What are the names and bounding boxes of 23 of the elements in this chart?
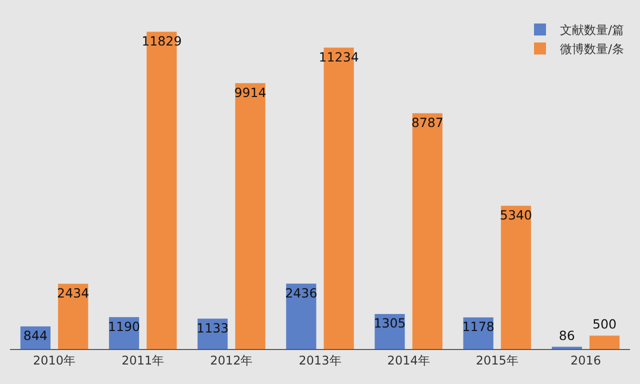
x-tick-label: 2013年: [298, 353, 342, 368]
legend-label: 文献数量/篇: [560, 23, 624, 38]
x-tick-label: 2010年: [33, 353, 76, 368]
data-label: 8787: [411, 114, 444, 130]
data-label: 500: [592, 316, 617, 332]
x-tick-label: 2014年: [387, 353, 430, 368]
legend-label: 微博数量/条: [560, 42, 624, 56]
data-label: 844: [23, 328, 48, 344]
x-tick-label: 2012年: [210, 353, 253, 368]
bar: [500, 206, 532, 349]
data-label: 2436: [285, 285, 318, 300]
bar: [286, 284, 316, 349]
bar: [235, 83, 266, 349]
bar: [412, 113, 442, 349]
data-label: 86: [558, 328, 575, 343]
data-label: 9914: [234, 84, 266, 100]
x-tick-label: 2016: [570, 353, 601, 368]
bar: [589, 336, 620, 349]
x-tick-label: 2015年: [476, 353, 518, 368]
data-label: 1305: [374, 316, 406, 331]
data-label: 1178: [462, 319, 494, 334]
x-tick-label: 2011年: [122, 353, 164, 368]
data-label: 1133: [196, 320, 229, 336]
